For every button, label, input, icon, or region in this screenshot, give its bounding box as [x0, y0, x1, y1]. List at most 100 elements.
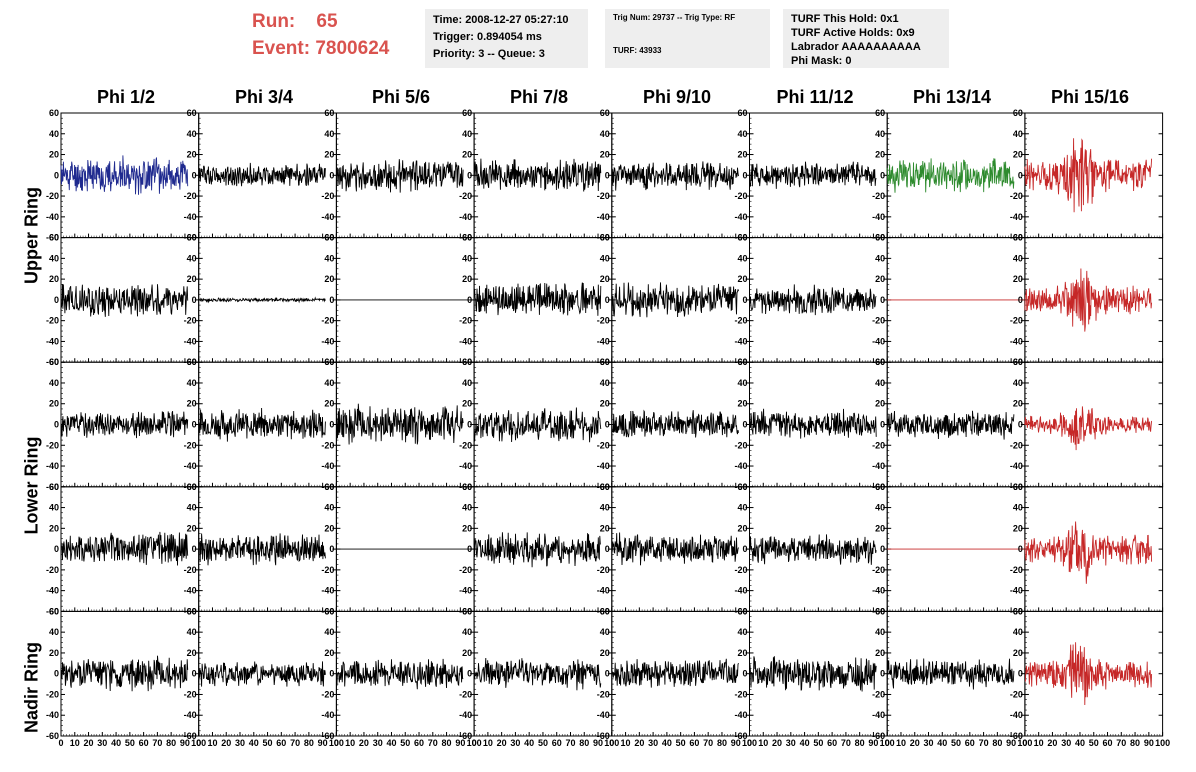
ytick-label-r4-c7-4: 20	[1013, 648, 1023, 658]
xtick-label-c6-10: 100	[1017, 738, 1032, 748]
xtick-label-c7-5: 50	[1089, 738, 1099, 748]
ytick-label-r0-c0-5: 40	[49, 129, 59, 139]
ytick-label-r1-c3-5: 40	[462, 253, 472, 263]
ytick-label-r3-c6-2: -20	[872, 565, 885, 575]
xtick-label-c3-10: 100	[604, 738, 619, 748]
xtick-label-c7-9: 90	[1144, 738, 1154, 748]
ytick-label-r3-c7-1: -40	[1010, 586, 1023, 596]
ytick-label-r1-c2-3: 0	[329, 295, 334, 305]
xtick-label-c5-8: 80	[855, 738, 865, 748]
waveform-r3-c7	[1024, 521, 1153, 584]
phi-mask-line: Phi Mask: 0	[791, 55, 852, 67]
labrador-line: Labrador AAAAAAAAAA	[791, 41, 921, 53]
time-info-box: Time: 2008-12-27 05:27:10 Trigger: 0.894…	[425, 9, 588, 68]
ytick-label-r4-c7-5: 40	[1013, 627, 1023, 637]
ytick-label-r2-c7-5: 40	[1013, 378, 1023, 388]
ytick-label-r4-c2-0: -60	[321, 731, 334, 741]
xtick-label-c2-9: 90	[455, 738, 465, 748]
xtick-label-c4-1: 10	[621, 738, 631, 748]
ytick-label-r1-c5-6: 60	[737, 233, 747, 243]
ytick-label-r2-c0-5: 40	[49, 378, 59, 388]
ytick-label-r0-c1-4: 20	[187, 150, 197, 160]
ytick-label-r0-c5-3: 0	[742, 170, 747, 180]
ytick-label-r3-c1-3: 0	[192, 544, 197, 554]
waveform-r4-c6	[886, 658, 1015, 690]
waveform-r2-c5	[749, 408, 877, 439]
ytick-label-r1-c3-3: 0	[467, 295, 472, 305]
ytick-label-r1-c3-4: 20	[462, 274, 472, 284]
ytick-label-r4-c6-6: 60	[875, 606, 885, 616]
xtick-label-c6-0: 0	[885, 738, 890, 748]
xtick-label-c6-4: 40	[937, 738, 947, 748]
ytick-label-r3-c7-4: 20	[1013, 523, 1023, 533]
xtick-label-c4-6: 60	[689, 738, 699, 748]
ytick-label-r0-c5-1: -40	[734, 212, 747, 222]
xtick-label-c3-4: 40	[524, 738, 534, 748]
ytick-label-r2-c1-3: 0	[192, 420, 197, 430]
xtick-label-c0-2: 20	[84, 738, 94, 748]
ytick-label-r2-c1-1: -40	[184, 461, 197, 471]
xtick-label-c0-4: 40	[111, 738, 121, 748]
ytick-label-r0-c5-6: 60	[737, 108, 747, 118]
ytick-label-r2-c4-2: -20	[597, 440, 610, 450]
ytick-label-r1-c6-2: -20	[872, 316, 885, 326]
waveform-r3-c4	[611, 532, 739, 566]
waveform-r4-c1	[198, 661, 326, 687]
ytick-label-r3-c6-4: 20	[875, 523, 885, 533]
ytick-label-r3-c0-1: -40	[46, 586, 59, 596]
ytick-label-r4-c4-5: 40	[600, 627, 610, 637]
ytick-label-r3-c1-2: -20	[184, 565, 197, 575]
waveform-r4-c7	[1024, 642, 1153, 706]
xtick-label-c5-9: 90	[868, 738, 878, 748]
ytick-label-r0-c3-5: 40	[462, 129, 472, 139]
ytick-label-r1-c7-6: 60	[1013, 233, 1023, 243]
ytick-label-r1-c2-2: -20	[321, 316, 334, 326]
waveform-r0-c0	[60, 155, 189, 195]
waveform-r0-c2	[335, 159, 464, 193]
ytick-label-r2-c1-4: 20	[187, 399, 197, 409]
ytick-label-r4-c5-3: 0	[742, 669, 747, 679]
ytick-label-r1-c7-2: -20	[1010, 316, 1023, 326]
waveform-r2-c2	[335, 403, 464, 445]
ytick-label-r0-c3-2: -20	[459, 191, 472, 201]
ytick-label-r4-c5-0: -60	[734, 731, 747, 741]
xtick-label-c4-4: 40	[662, 738, 672, 748]
ytick-label-r2-c5-3: 0	[742, 420, 747, 430]
xtick-label-c0-8: 80	[166, 738, 176, 748]
xtick-label-c2-6: 60	[414, 738, 424, 748]
ytick-label-r4-c7-0: -60	[1010, 731, 1023, 741]
ytick-label-r1-c1-2: -20	[184, 316, 197, 326]
xtick-label-c1-9: 90	[318, 738, 328, 748]
ytick-label-r3-c5-3: 0	[742, 544, 747, 554]
ytick-label-r2-c6-1: -40	[872, 461, 885, 471]
ytick-label-r1-c6-5: 40	[875, 253, 885, 263]
ytick-label-r4-c6-0: -60	[872, 731, 885, 741]
ytick-label-r0-c6-4: 20	[875, 150, 885, 160]
ytick-label-r1-c4-4: 20	[600, 274, 610, 284]
xtick-label-c3-7: 70	[565, 738, 575, 748]
xtick-label-c1-2: 20	[221, 738, 231, 748]
ytick-label-r3-c4-1: -40	[597, 586, 610, 596]
ytick-label-r2-c5-2: -20	[734, 440, 747, 450]
ytick-label-r4-c1-0: -60	[184, 731, 197, 741]
turf-hold-line: TURF This Hold: 0x1	[791, 13, 899, 25]
ytick-label-r3-c1-6: 60	[187, 482, 197, 492]
ytick-label-r4-c0-2: -20	[46, 689, 59, 699]
ytick-label-r2-c3-1: -40	[459, 461, 472, 471]
ytick-label-r3-c4-2: -20	[597, 565, 610, 575]
run-row: Run: 65	[252, 8, 389, 35]
ytick-label-r1-c0-0: -60	[46, 357, 59, 367]
ytick-label-r4-c0-1: -40	[46, 710, 59, 720]
ytick-label-r1-c7-5: 40	[1013, 253, 1023, 263]
xtick-label-c4-2: 20	[634, 738, 644, 748]
ytick-label-r4-c6-3: 0	[880, 669, 885, 679]
ytick-label-r4-c3-3: 0	[467, 669, 472, 679]
ytick-label-r3-c5-4: 20	[737, 523, 747, 533]
ytick-label-r0-c1-2: -20	[184, 191, 197, 201]
waveform-r0-c1	[198, 162, 326, 187]
ytick-label-r3-c4-3: 0	[605, 544, 610, 554]
ytick-label-r0-c0-6: 60	[49, 108, 59, 118]
turf-info-box: TURF This Hold: 0x1 TURF Active Holds: 0…	[783, 9, 949, 68]
xtick-label-c1-0: 0	[196, 738, 201, 748]
ytick-label-r2-c4-3: 0	[605, 420, 610, 430]
